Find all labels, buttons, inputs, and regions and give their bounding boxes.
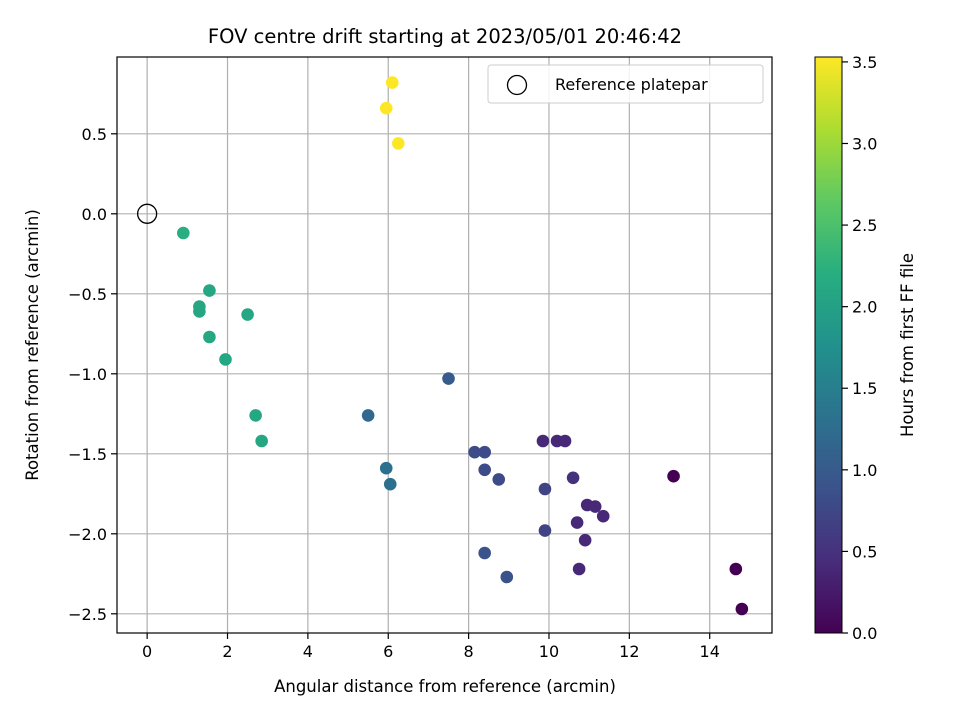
x-tick-label: 10 [539, 642, 559, 661]
colorbar: 0.0 0.5 1.0 1.5 2.0 2.5 3.0 3.5 Hours from firs… [814, 53, 917, 643]
legend-entry: Reference platepar [555, 75, 708, 94]
data-point [578, 533, 592, 547]
data-point [538, 524, 552, 537]
colorbar-tick-label: 3.5 [852, 53, 877, 72]
colorbar-tick-label: 1.5 [852, 379, 877, 398]
reference-open-circle-icon [136, 203, 158, 224]
data-point [193, 305, 206, 318]
grid-lines [117, 57, 772, 633]
colorbar-tick-label: 2.0 [852, 298, 877, 317]
data-point [478, 445, 491, 459]
legend: Reference platepar [487, 64, 764, 104]
chart-title: FOV centre drift starting at 2023/05/01 … [208, 25, 682, 48]
legend-open-circle-icon [506, 74, 528, 96]
data-point [203, 284, 216, 297]
data-point [219, 353, 232, 366]
data-point [667, 469, 680, 483]
y-tick-label: −0.5 [68, 285, 107, 304]
data-point [249, 409, 262, 422]
x-tick-label: 6 [383, 642, 393, 661]
data-point [379, 461, 393, 475]
data-point [735, 602, 749, 616]
y-tick-label: −2.5 [68, 605, 107, 624]
y-tick-label: −2.0 [68, 525, 107, 544]
colorbar-tick-label: 3.0 [852, 134, 877, 153]
colorbar-ticks: 0.0 0.5 1.0 1.5 2.0 2.5 3.0 3.5 [842, 53, 877, 643]
y-tick-label: −1.5 [68, 445, 107, 464]
colorbar-tick-label: 1.0 [852, 461, 877, 480]
data-point [492, 473, 506, 486]
reference-marker [136, 203, 158, 224]
colorbar-tick-label: 0.0 [852, 624, 877, 643]
data-point [391, 137, 405, 150]
data-point [478, 546, 491, 560]
data-point [203, 330, 216, 344]
y-tick-label: −1.0 [68, 365, 107, 384]
data-point [566, 471, 580, 485]
y-tick-label: 0.5 [82, 125, 107, 144]
data-point [379, 101, 393, 115]
data-point [588, 500, 602, 513]
data-point [558, 434, 572, 448]
data-point [570, 516, 584, 529]
data-point [177, 226, 190, 240]
x-tick-label: 0 [142, 642, 152, 661]
colorbar-gradient [814, 56, 843, 634]
data-point [572, 562, 586, 576]
x-tick-label: 8 [464, 642, 474, 661]
data-point [538, 482, 552, 496]
plot-area-frame [116, 56, 773, 634]
y-tick-label: 0.0 [82, 205, 107, 224]
data-point [442, 372, 455, 385]
data-point [361, 409, 375, 422]
data-point [536, 434, 550, 448]
colorbar-tick-label: 0.5 [852, 542, 877, 561]
colorbar-label: Hours from first FF file [898, 253, 917, 437]
data-point [729, 562, 743, 576]
x-tick-label: 2 [222, 642, 232, 661]
data-point [255, 434, 268, 448]
x-axis: 0 2 4 6 8 10 12 14 [142, 633, 720, 661]
data-point [478, 463, 491, 477]
data-point [468, 445, 481, 459]
data-point [241, 308, 254, 321]
x-axis-label: Angular distance from reference (arcmin) [274, 677, 616, 696]
legend-box [487, 64, 764, 104]
x-tick-label: 12 [619, 642, 639, 661]
x-tick-label: 14 [700, 642, 720, 661]
data-points [177, 76, 749, 616]
colorbar-tick-label: 2.5 [852, 216, 877, 235]
data-point [500, 570, 514, 584]
data-point [385, 76, 399, 89]
data-point [596, 509, 610, 523]
y-axis: −2.5 −2.0 −1.5 −1.0 −0.5 0.0 0.5 [68, 125, 117, 624]
y-axis-label: Rotation from reference (arcmin) [23, 209, 42, 481]
data-point [383, 477, 397, 491]
x-tick-label: 4 [303, 642, 313, 661]
